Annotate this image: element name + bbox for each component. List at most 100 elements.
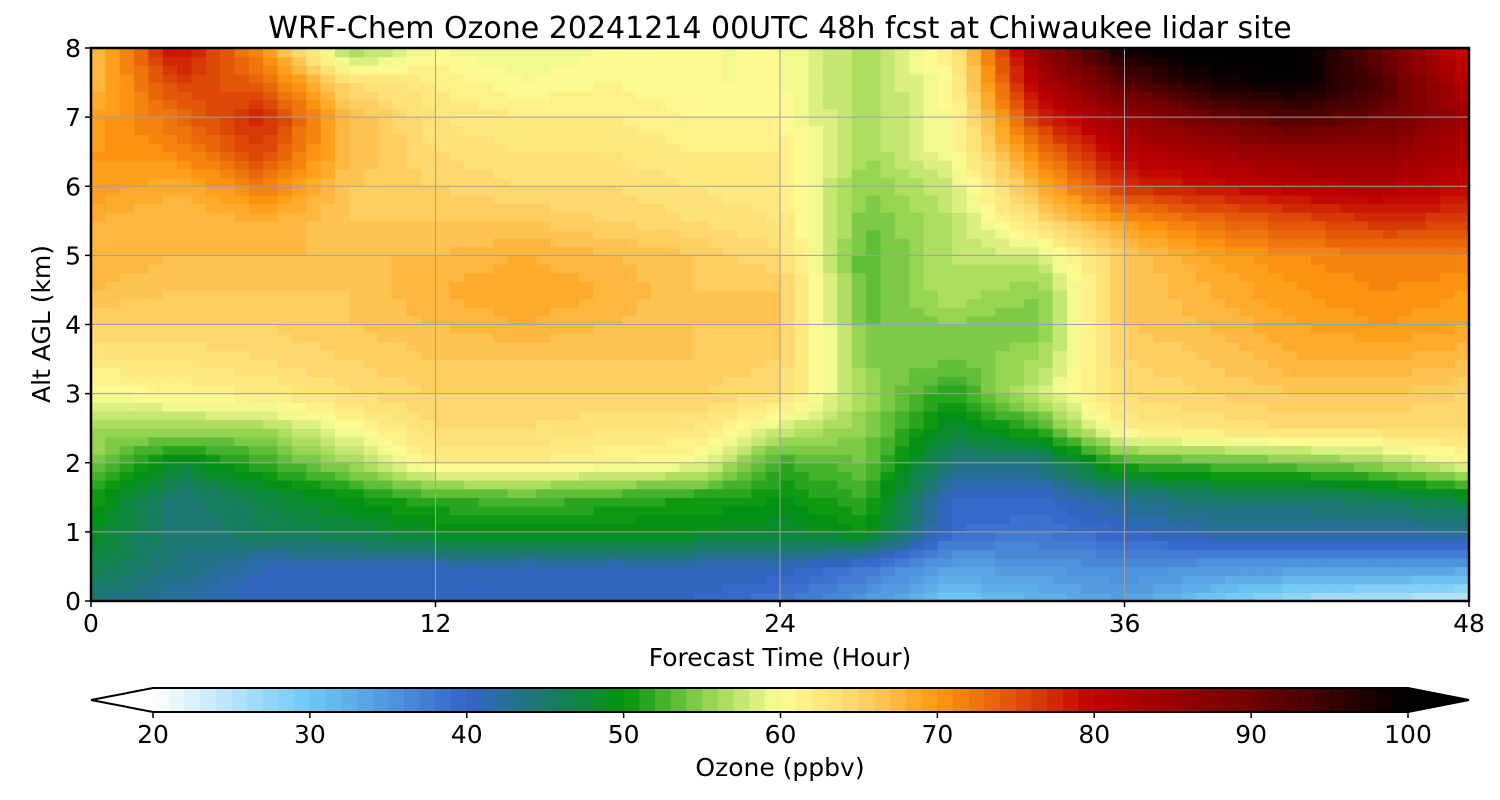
- heatmap-cell: [1239, 566, 1255, 576]
- heatmap-cell: [162, 264, 178, 274]
- heatmap-cell: [1181, 540, 1197, 550]
- heatmap-cell: [909, 471, 925, 481]
- heatmap-cell: [1282, 324, 1298, 334]
- heatmap-cell: [363, 289, 379, 300]
- heatmap-cell: [980, 592, 996, 601]
- heatmap-cell: [808, 592, 824, 601]
- heatmap-cell: [349, 264, 365, 274]
- heatmap-cell: [234, 514, 250, 524]
- heatmap-cell: [708, 462, 724, 472]
- heatmap-cell: [521, 384, 537, 395]
- heatmap-cell: [248, 436, 264, 447]
- heatmap-cell: [464, 376, 480, 386]
- heatmap-cell: [1397, 350, 1413, 360]
- heatmap-cell: [980, 480, 996, 490]
- heatmap-cell: [909, 376, 925, 386]
- heatmap-cell: [1024, 497, 1039, 507]
- heatmap-cell: [1354, 194, 1370, 205]
- heatmap-cell: [306, 583, 322, 593]
- heatmap-cell: [894, 428, 910, 438]
- heatmap-cell: [521, 359, 537, 369]
- heatmap-cell: [205, 272, 221, 282]
- heatmap-cell: [291, 384, 307, 395]
- heatmap-cell: [162, 315, 178, 326]
- heatmap-cell: [1224, 246, 1240, 256]
- heatmap-cell: [722, 315, 738, 326]
- heatmap-cell: [952, 186, 968, 196]
- heatmap-cell: [1368, 514, 1384, 524]
- heatmap-cell: [378, 203, 394, 213]
- heatmap-cell: [693, 436, 709, 447]
- heatmap-cell: [306, 212, 322, 222]
- heatmap-cell: [1038, 575, 1054, 585]
- heatmap-cell: [349, 324, 365, 334]
- heatmap-cell: [1224, 540, 1240, 550]
- heatmap-cell: [937, 186, 953, 196]
- heatmap-cell: [1239, 238, 1255, 248]
- heatmap-cell: [478, 410, 494, 421]
- heatmap-cell: [320, 220, 336, 231]
- heatmap-cell: [866, 566, 882, 576]
- heatmap-cell: [1454, 557, 1469, 568]
- heatmap-cell: [808, 410, 824, 421]
- heatmap-cell: [736, 428, 752, 438]
- heatmap-cell: [995, 264, 1011, 274]
- heatmap-cell: [1038, 264, 1054, 274]
- heatmap-cell: [119, 350, 135, 360]
- heatmap-cell: [1081, 480, 1097, 490]
- heatmap-cell: [1296, 341, 1312, 352]
- heatmap-cell: [722, 505, 738, 516]
- heatmap-cell: [1440, 359, 1456, 369]
- heatmap-cell: [492, 419, 508, 429]
- heatmap-cell: [1167, 531, 1183, 542]
- heatmap-cell: [1196, 315, 1212, 326]
- heatmap-cell: [1311, 298, 1327, 308]
- heatmap-cell: [1067, 307, 1083, 317]
- heatmap-cell: [995, 203, 1011, 213]
- heatmap-cell: [679, 393, 695, 403]
- heatmap-cell: [1196, 514, 1212, 524]
- heatmap-cell: [1454, 203, 1469, 213]
- heatmap-cell: [464, 480, 480, 490]
- heatmap-cell: [421, 359, 437, 369]
- heatmap-cell: [952, 264, 968, 274]
- heatmap-cell: [679, 523, 695, 533]
- heatmap-cell: [1181, 410, 1197, 421]
- heatmap-cell: [593, 557, 609, 568]
- heatmap-cell: [1224, 592, 1240, 601]
- heatmap-cell: [607, 428, 623, 438]
- heatmap-cell: [1296, 592, 1312, 601]
- heatmap-cell: [579, 160, 594, 170]
- heatmap-cell: [722, 592, 738, 601]
- heatmap-cell: [765, 549, 781, 559]
- heatmap-cell: [263, 376, 279, 386]
- heatmap-cell: [665, 419, 681, 429]
- heatmap-cell: [1095, 333, 1111, 343]
- heatmap-cell: [220, 350, 236, 360]
- heatmap-cell: [191, 566, 207, 576]
- heatmap-cell: [780, 160, 795, 170]
- heatmap-cell: [679, 402, 695, 412]
- heatmap-cell: [636, 229, 652, 239]
- heatmap-cell: [808, 298, 824, 308]
- heatmap-cell: [995, 488, 1011, 498]
- heatmap-cell: [248, 289, 264, 300]
- heatmap-cell: [492, 367, 508, 377]
- heatmap-cell: [449, 575, 465, 585]
- heatmap-cell: [177, 359, 193, 369]
- heatmap-cell: [550, 549, 566, 559]
- heatmap-cell: [349, 229, 365, 239]
- heatmap-cell: [234, 454, 250, 464]
- heatmap-cell: [550, 445, 566, 455]
- heatmap-cell: [550, 480, 566, 490]
- heatmap-cell: [105, 454, 121, 464]
- heatmap-cell: [291, 575, 307, 585]
- heatmap-cell: [1024, 212, 1039, 222]
- heatmap-cell: [1181, 160, 1197, 170]
- heatmap-cell: [119, 428, 135, 438]
- heatmap-cell: [1368, 497, 1384, 507]
- heatmap-cell: [234, 350, 250, 360]
- heatmap-cell: [335, 212, 350, 222]
- heatmap-cell: [378, 246, 394, 256]
- heatmap-cell: [665, 454, 681, 464]
